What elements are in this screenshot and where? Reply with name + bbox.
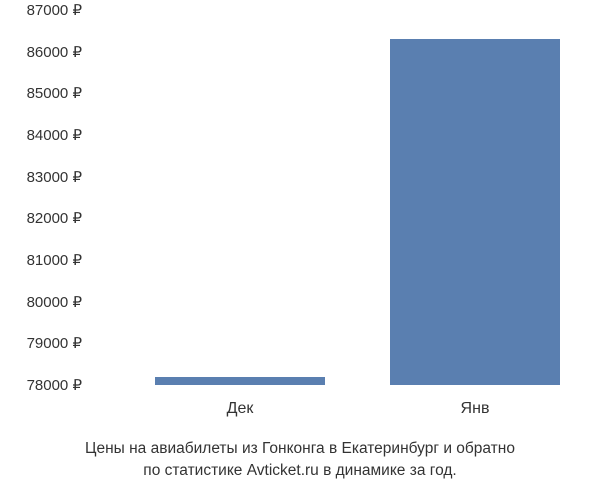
caption-line-2: по статистике Avticket.ru в динамике за … [143,462,456,479]
y-tick-label: 78000 ₽ [27,376,82,394]
x-tick-label: Дек [227,400,254,418]
x-axis-labels: Дек Янв [90,395,580,425]
y-tick-label: 82000 ₽ [27,209,82,227]
bar [155,377,325,385]
y-tick-label: 87000 ₽ [27,1,82,19]
x-tick-label: Янв [461,400,490,418]
y-tick-label: 84000 ₽ [27,126,82,144]
price-chart: 78000 ₽ 79000 ₽ 80000 ₽ 81000 ₽ 82000 ₽ 83000… [0,0,600,430]
plot-area [90,10,580,385]
y-tick-label: 81000 ₽ [27,251,82,269]
y-tick-label: 83000 ₽ [27,168,82,186]
y-tick-label: 79000 ₽ [27,334,82,352]
y-tick-label: 86000 ₽ [27,43,82,61]
y-axis: 78000 ₽ 79000 ₽ 80000 ₽ 81000 ₽ 82000 ₽ 83000… [0,0,90,395]
caption-line-1: Цены на авиабилеты из Гонконга в Екатери… [85,440,515,457]
chart-caption: Цены на авиабилеты из Гонконга в Екатери… [0,438,600,483]
y-tick-label: 85000 ₽ [27,84,82,102]
y-tick-label: 80000 ₽ [27,293,82,311]
bar [390,39,560,385]
